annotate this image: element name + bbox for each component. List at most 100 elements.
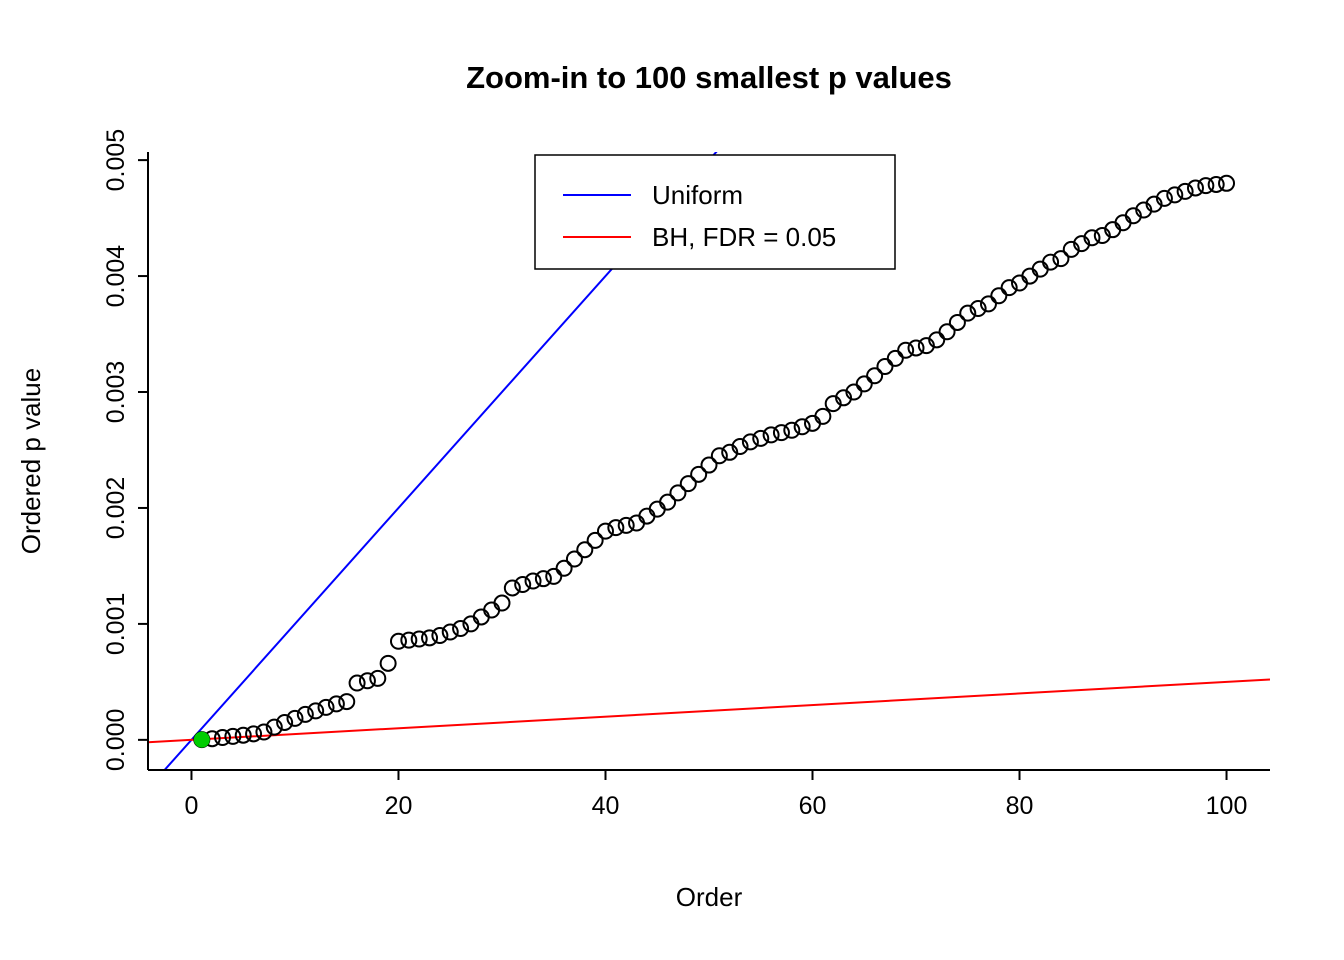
p-value-point	[265, 718, 283, 736]
p-value-point	[1186, 179, 1204, 197]
y-tick-label: 0.003	[102, 361, 130, 424]
p-value-point	[400, 631, 418, 649]
p-value-point	[1073, 235, 1091, 253]
p-value-point	[555, 559, 573, 577]
p-value-point	[897, 341, 915, 359]
chart-title: Zoom-in to 100 smallest p values	[466, 60, 952, 95]
x-tick-label: 80	[1006, 792, 1034, 820]
p-value-point	[741, 433, 759, 451]
p-value-point	[493, 594, 511, 612]
p-value-point	[669, 484, 687, 502]
p-value-point	[410, 630, 428, 648]
p-value-point	[255, 723, 273, 741]
p-value-point	[441, 623, 459, 641]
p-value-point	[1166, 186, 1184, 204]
p-value-point	[358, 672, 376, 690]
p-value-point	[534, 570, 552, 588]
p-value-point	[452, 620, 470, 638]
p-value-point	[679, 475, 697, 493]
p-value-point	[1207, 175, 1225, 193]
p-value-point	[762, 426, 780, 444]
p-value-point	[214, 729, 232, 747]
p-value-point	[948, 313, 966, 331]
y-tick-label: 0.001	[102, 593, 130, 656]
p-value-point	[245, 725, 263, 743]
p-value-point	[421, 629, 439, 647]
p-value-point	[1000, 279, 1018, 297]
p-value-point	[576, 541, 594, 559]
p-value-point	[296, 705, 314, 723]
p-value-point	[1176, 182, 1194, 200]
p-value-point	[224, 727, 242, 745]
y-tick-label: 0.000	[102, 709, 130, 772]
p-value-point	[1093, 226, 1111, 244]
p-value-point	[824, 395, 842, 413]
p-value-point	[855, 375, 873, 393]
p-value-point	[876, 358, 894, 376]
p-value-point	[276, 713, 294, 731]
p-value-point	[1155, 189, 1173, 207]
p-value-point	[710, 447, 728, 465]
significant-point-highlight	[193, 731, 210, 748]
p-value-point	[969, 300, 987, 318]
p-value-point	[327, 695, 345, 713]
p-value-point	[721, 443, 739, 461]
p-value-point	[979, 295, 997, 313]
p-value-point	[1052, 250, 1070, 268]
p-value-point	[1083, 229, 1101, 247]
p-value-point	[338, 693, 356, 711]
p-value-point	[1135, 201, 1153, 219]
p-value-point	[369, 669, 387, 687]
p-value-point	[317, 698, 335, 716]
p-value-point	[917, 337, 935, 355]
p-value-point	[731, 438, 749, 456]
p-value-point	[1197, 177, 1215, 195]
p-value-point	[607, 519, 625, 537]
p-value-point	[938, 323, 956, 341]
p-value-point	[886, 349, 904, 367]
bh-reference-line	[148, 678, 1270, 744]
legend-entry-label: BH, FDR = 0.05	[652, 222, 836, 252]
x-tick-label: 20	[385, 792, 413, 820]
p-value-point	[990, 287, 1008, 305]
p-value-point	[389, 632, 407, 650]
p-value-point	[690, 465, 708, 483]
p-value-point	[524, 572, 542, 590]
p-value-point	[379, 654, 397, 672]
p-value-point	[959, 304, 977, 322]
legend-entry-label: Uniform	[652, 180, 743, 210]
p-value-point	[307, 702, 325, 720]
p-value-point	[845, 383, 863, 401]
x-tick-label: 60	[799, 792, 827, 820]
p-value-point	[814, 407, 832, 425]
p-value-point	[1218, 174, 1236, 192]
p-value-point	[596, 522, 614, 540]
p-value-point	[907, 339, 925, 357]
y-tick-label: 0.004	[102, 245, 130, 308]
p-value-point	[617, 516, 635, 534]
p-value-point	[772, 424, 790, 442]
p-value-point	[1124, 207, 1142, 225]
p-value-point	[286, 709, 304, 727]
legend: Uniform BH, FDR = 0.05	[534, 154, 896, 270]
p-value-point	[783, 421, 801, 439]
p-value-point	[234, 726, 252, 744]
p-value-point	[431, 627, 449, 645]
p-value-point	[545, 567, 563, 585]
p-value-point	[1062, 240, 1080, 258]
p-value-point	[928, 331, 946, 349]
p-value-point	[700, 456, 718, 474]
legend-box	[534, 154, 896, 270]
y-tick-label: 0.002	[102, 477, 130, 540]
p-value-point	[1042, 253, 1060, 271]
p-value-point	[866, 367, 884, 385]
p-value-point	[514, 575, 532, 593]
p-value-point	[503, 579, 521, 597]
p-value-point	[1145, 195, 1163, 213]
p-value-point	[835, 389, 853, 407]
p-value-point	[565, 550, 583, 568]
ordered-p-value-points	[193, 174, 1236, 749]
